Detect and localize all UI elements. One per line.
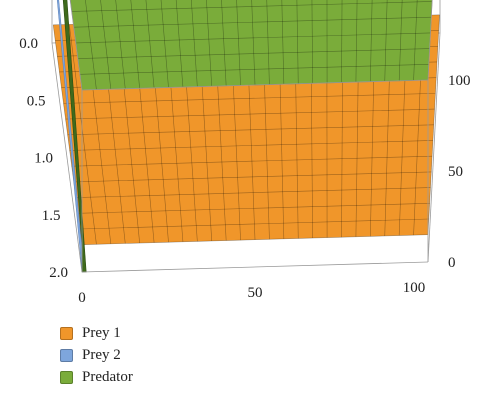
surface-prey-1-mesh-y-10 bbox=[73, 171, 432, 183]
y-tick-label: 2.0 bbox=[49, 265, 68, 281]
surface-predator-mesh-x-18 bbox=[341, 0, 343, 83]
surface-prey-1-mesh-y-9 bbox=[71, 155, 433, 167]
x-tick-label: 50 bbox=[248, 285, 263, 301]
legend-label-prey-1: Prey 1 bbox=[82, 324, 121, 341]
legend-swatch-prey-2 bbox=[60, 348, 73, 362]
legend: Prey 1 Prey 2 Predator bbox=[60, 322, 133, 388]
surface-predator-mesh-x-13 bbox=[266, 0, 270, 85]
surface-predator-mesh-x-11 bbox=[236, 0, 241, 86]
surface-predator-mesh-x-2 bbox=[100, 0, 112, 90]
surface-predator-mesh-y-11 bbox=[75, 32, 431, 44]
surface-predator-mesh-x-12 bbox=[251, 0, 256, 86]
z-tick-label: 100 bbox=[448, 73, 471, 89]
surface-predator-mesh-x-14 bbox=[281, 0, 285, 85]
surface-predator-mesh-x-5 bbox=[145, 0, 155, 88]
box-edge-back-2 bbox=[427, 32, 441, 263]
surface-prey-1-mesh-x-24 bbox=[427, 14, 440, 235]
surface-predator-mesh-x-1 bbox=[85, 0, 97, 90]
legend-swatch-prey-1 bbox=[60, 326, 73, 340]
surface-predator-mesh-y-13 bbox=[79, 63, 429, 75]
surface-predator-mesh-x-6 bbox=[160, 0, 169, 88]
surface-predator-mesh-x-7 bbox=[175, 0, 184, 88]
surface-predator-mesh-x-23 bbox=[413, 0, 418, 81]
surface-predator-mesh-x-9 bbox=[206, 0, 213, 87]
surface-predator-mesh-x-20 bbox=[370, 0, 373, 82]
surface-predator-mesh-x-21 bbox=[384, 0, 388, 82]
legend-item-prey-1: Prey 1 bbox=[60, 322, 133, 344]
axis-ticks: 0.0 0.5 1.0 1.5 2.0 0 50 100 0 50 100 bbox=[19, 36, 470, 306]
surface-predator-mesh-x-8 bbox=[190, 0, 198, 87]
box-edge-front-3 bbox=[427, 0, 433, 81]
surface-prey-1-mesh-y-7 bbox=[67, 124, 434, 136]
surface-predator-mesh-x-15 bbox=[296, 0, 299, 84]
y-tick-label: 1.0 bbox=[34, 151, 53, 167]
y-tick-label: 0.5 bbox=[27, 93, 46, 109]
legend-swatch-predator bbox=[60, 370, 73, 384]
legend-label-prey-2: Prey 2 bbox=[82, 346, 121, 363]
surface-prey-1-mesh-y-8 bbox=[69, 140, 433, 151]
surface-prey-1-mesh-y-12 bbox=[77, 202, 430, 214]
legend-item-prey-2: Prey 2 bbox=[60, 344, 133, 366]
surface-prey-1-mesh-x-1 bbox=[68, 24, 97, 245]
surface-plot: 0.0 0.5 1.0 1.5 2.0 0 50 100 0 50 100 bbox=[19, 0, 471, 306]
surface-predator-mesh-x-3 bbox=[115, 0, 126, 89]
y-tick-label: 1.5 bbox=[42, 208, 61, 224]
z-tick-label: 0 bbox=[448, 255, 456, 271]
surface-predator-mesh-y-9 bbox=[71, 1, 433, 12]
surface-predator-mesh-x-19 bbox=[355, 0, 358, 83]
legend-label-predator: Predator bbox=[82, 368, 133, 385]
legend-item-predator: Predator bbox=[60, 366, 133, 388]
surface-predator-mesh-x-10 bbox=[221, 0, 227, 86]
surface-prey-1-mesh-y-14 bbox=[81, 234, 429, 245]
surfaces bbox=[52, 0, 440, 273]
box-edge-back-1 bbox=[51, 42, 83, 273]
box-edge-front-2 bbox=[81, 79, 429, 91]
y-tick-label: 0.0 bbox=[19, 36, 38, 52]
surface-prey-1-mesh-y-5 bbox=[63, 93, 436, 104]
z-tick-label: 50 bbox=[448, 164, 463, 180]
box-edge-front-0 bbox=[81, 261, 429, 273]
surface-predator-mesh-y-10 bbox=[73, 16, 432, 28]
x-tick-label: 0 bbox=[78, 290, 86, 306]
box-edge-front-4 bbox=[69, 0, 83, 91]
surface-prey-1-mesh-y-6 bbox=[65, 108, 435, 120]
surface-predator-mesh-x-22 bbox=[398, 0, 403, 81]
bounding-box-front bbox=[69, 0, 433, 273]
surface-prey-1-mesh-y-11 bbox=[75, 187, 431, 198]
surface-predator-mesh-x-4 bbox=[130, 0, 140, 89]
surface-predator-mesh-y-12 bbox=[77, 48, 430, 59]
surface-predator bbox=[69, 0, 433, 91]
surface-predator-mesh-x-16 bbox=[311, 0, 313, 84]
x-tick-label: 100 bbox=[403, 280, 426, 296]
surface-prey-1-mesh-y-13 bbox=[79, 218, 429, 230]
surface-predator-fill bbox=[70, 0, 433, 90]
